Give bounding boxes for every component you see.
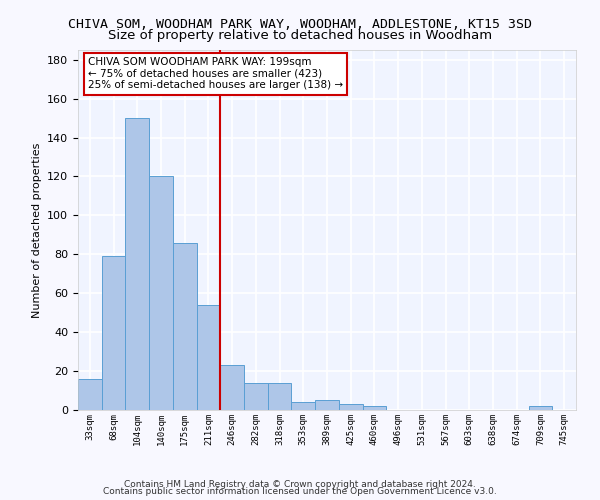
Text: CHIVA SOM WOODHAM PARK WAY: 199sqm
← 75% of detached houses are smaller (423)
25: CHIVA SOM WOODHAM PARK WAY: 199sqm ← 75%…	[88, 57, 343, 90]
Bar	[197, 305, 220, 410]
Bar	[529, 406, 552, 410]
Bar	[362, 406, 386, 410]
Bar	[102, 256, 125, 410]
Bar	[125, 118, 149, 410]
Bar	[149, 176, 173, 410]
Text: Contains public sector information licensed under the Open Government Licence v3: Contains public sector information licen…	[103, 488, 497, 496]
Text: Size of property relative to detached houses in Woodham: Size of property relative to detached ho…	[108, 29, 492, 42]
Bar	[315, 400, 339, 410]
Bar	[339, 404, 362, 410]
Bar	[173, 242, 197, 410]
Bar	[268, 383, 292, 410]
Y-axis label: Number of detached properties: Number of detached properties	[32, 142, 41, 318]
Text: CHIVA SOM, WOODHAM PARK WAY, WOODHAM, ADDLESTONE, KT15 3SD: CHIVA SOM, WOODHAM PARK WAY, WOODHAM, AD…	[68, 18, 532, 30]
Bar	[78, 379, 102, 410]
Bar	[292, 402, 315, 410]
Bar	[220, 365, 244, 410]
Bar	[244, 383, 268, 410]
Text: Contains HM Land Registry data © Crown copyright and database right 2024.: Contains HM Land Registry data © Crown c…	[124, 480, 476, 489]
